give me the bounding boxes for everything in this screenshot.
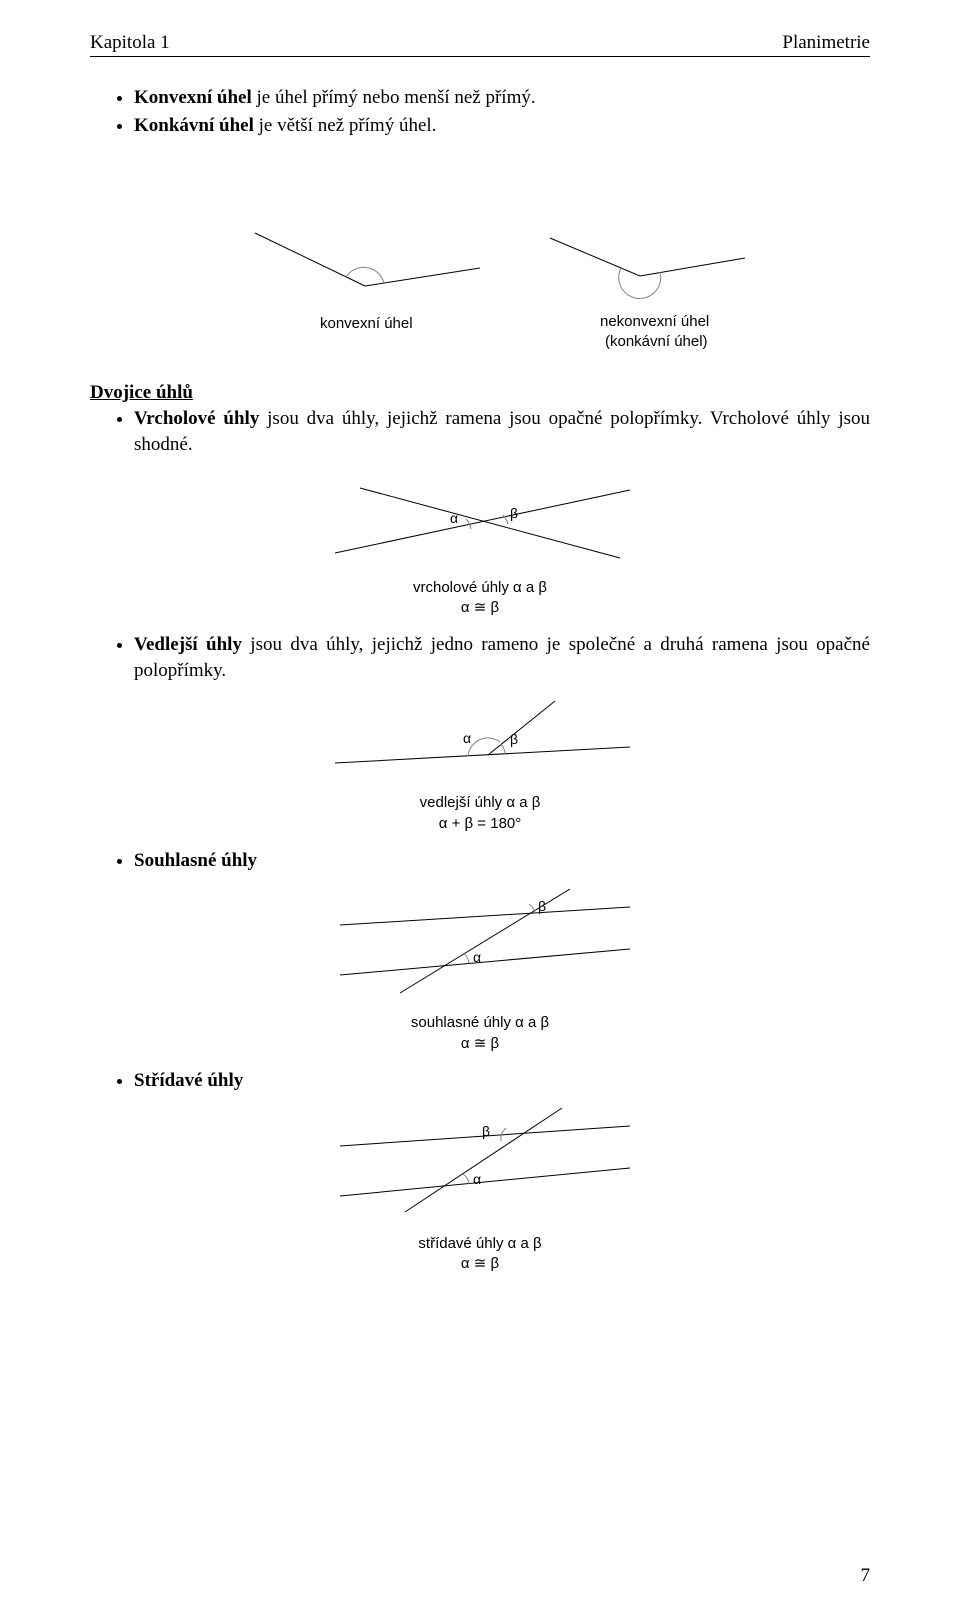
header-rule (90, 56, 870, 57)
svg-vrcholove: α β (300, 468, 660, 578)
souhlasne-list: Souhlasné úhly (90, 848, 870, 874)
label-beta-adj: β (510, 731, 518, 747)
bullet-vedlejsi: Vedlejší úhly jsou dva úhly, jejichž jed… (134, 632, 870, 683)
header-right: Planimetrie (782, 32, 870, 54)
caption-vedlejsi-1: vedlejší úhly α a β (420, 793, 541, 813)
stridave-list: Střídavé úhly (90, 1068, 870, 1094)
caption-stridave-1: střídavé úhly α a β (418, 1234, 541, 1254)
caption-vrcholove-2: α ≅ β (413, 598, 547, 618)
caption-vedlejsi-2: α + β = 180° (420, 814, 541, 834)
konvexni-rest: je úhel přímý nebo menší než přímý. (252, 87, 536, 108)
souhlasne-term: Souhlasné úhly (134, 850, 257, 871)
vedlejsi-term: Vedlejší úhly (134, 634, 242, 655)
intro-list: Konvexní úhel je úhel přímý nebo menší n… (90, 85, 870, 138)
caption-vrcholove-1: vrcholové úhly α a β (413, 578, 547, 598)
label-alpha-vert: α (450, 510, 458, 526)
figure-stridave: β α střídavé úhly α a β α ≅ β (90, 1104, 870, 1275)
vrcholove-term: Vrcholové úhly (134, 408, 259, 429)
page-number: 7 (861, 1565, 871, 1587)
caption-convex: konvexní úhel (320, 315, 413, 332)
label-beta-corr: β (538, 898, 546, 914)
figure-konvexni-nekonvexni: konvexní úhel nekonvexní úhel (konkávní … (90, 198, 870, 368)
bullet-vrcholove: Vrcholové úhly jsou dva úhly, jejichž ra… (134, 406, 870, 457)
stridave-term: Střídavé úhly (134, 1070, 243, 1091)
bullet-konvexni: Konvexní úhel je úhel přímý nebo menší n… (134, 85, 870, 111)
caption-nonconvex-2: (konkávní úhel) (605, 333, 708, 350)
label-alpha-alt: α (473, 1171, 481, 1187)
section-title-dvojice: Dvojice úhlů (90, 382, 870, 404)
bullet-stridave: Střídavé úhly (134, 1068, 870, 1094)
vedlejsi-list: Vedlejší úhly jsou dva úhly, jejichž jed… (90, 632, 870, 683)
label-beta-alt: β (482, 1123, 490, 1139)
header-left: Kapitola 1 (90, 32, 170, 54)
bullet-souhlasne: Souhlasné úhly (134, 848, 870, 874)
caption-souhlasne-2: α ≅ β (411, 1034, 549, 1054)
svg-souhlasne: β α (300, 883, 660, 1013)
caption-souhlasne-1: souhlasné úhly α a β (411, 1013, 549, 1033)
label-alpha-corr: α (473, 949, 481, 965)
figure-vedlejsi: α β vedlejší úhly α a β α + β = 180° (90, 693, 870, 834)
label-alpha-adj: α (463, 730, 471, 746)
caption-nonconvex-1: nekonvexní úhel (600, 313, 709, 330)
svg-stridave: β α (300, 1104, 660, 1234)
figure-vrcholove: α β vrcholové úhly α a β α ≅ β (90, 468, 870, 619)
konkavni-rest: je větší než přímý úhel. (254, 115, 437, 136)
label-beta-vert: β (510, 505, 518, 521)
bullet-konkavni: Konkávní úhel je větší než přímý úhel. (134, 113, 870, 139)
vedlejsi-rest: jsou dva úhly, jejichž jedno rameno je s… (134, 634, 870, 681)
caption-stridave-2: α ≅ β (418, 1254, 541, 1274)
svg-vedlejsi: α β (300, 693, 660, 793)
konvexni-term: Konvexní úhel (134, 87, 252, 108)
dvojice-list-1: Vrcholové úhly jsou dva úhly, jejichž ra… (90, 406, 870, 457)
svg-convex-nonconvex: konvexní úhel nekonvexní úhel (konkávní … (200, 198, 760, 368)
figure-souhlasne: β α souhlasné úhly α a β α ≅ β (90, 883, 870, 1054)
konkavni-term: Konkávní úhel (134, 115, 254, 136)
